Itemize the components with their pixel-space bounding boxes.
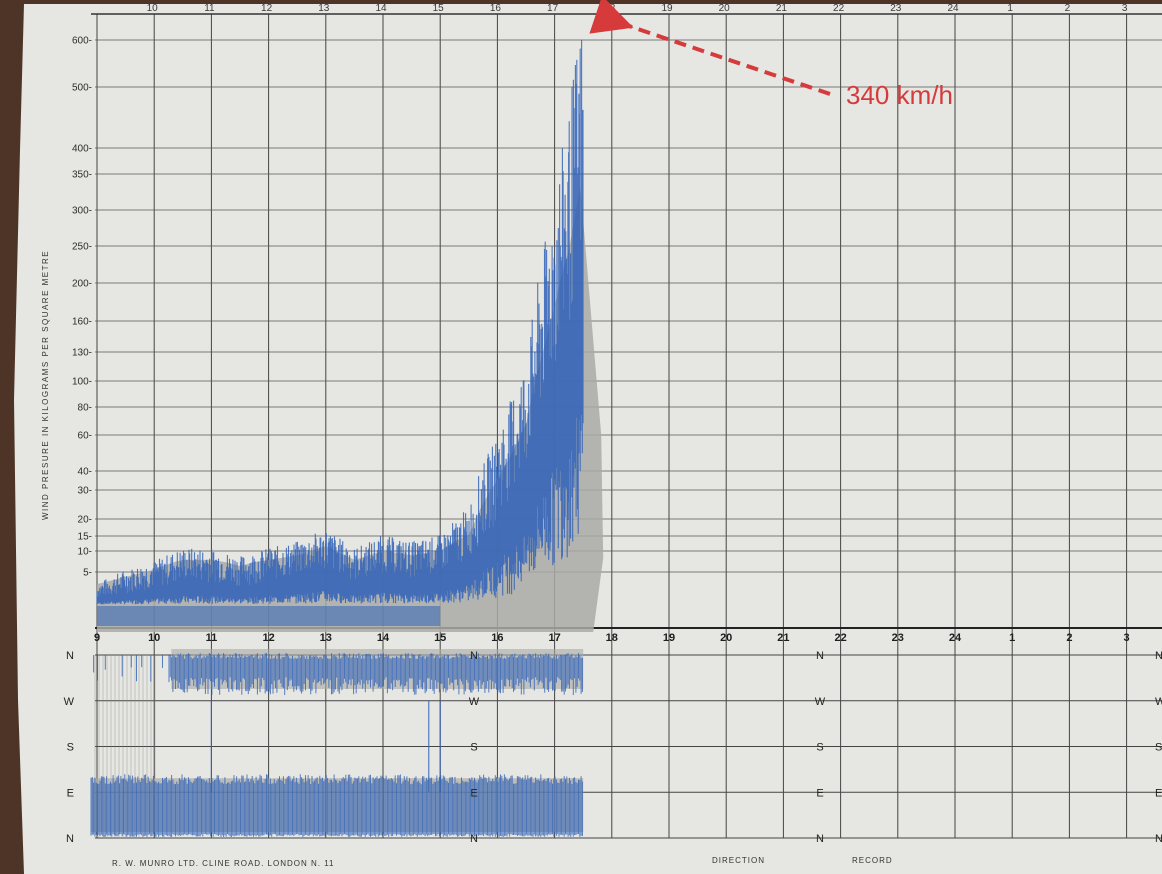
top-hour-label: 20 xyxy=(719,3,731,14)
trace-strokes xyxy=(96,40,584,605)
x-hour-label: 2 xyxy=(1066,632,1072,644)
x-hour-label: 20 xyxy=(720,632,732,644)
y-tick-label: 5- xyxy=(83,568,92,579)
grid-lines xyxy=(91,13,1162,839)
y-tick-label: 40- xyxy=(78,467,92,478)
x-hour-label: 17 xyxy=(548,632,560,644)
x-hour-label: 10 xyxy=(148,632,160,644)
top-hour-label: 2 xyxy=(1065,3,1071,14)
direction-label: S xyxy=(1155,742,1162,754)
top-hour-label: 11 xyxy=(204,3,215,14)
direction-label: E xyxy=(816,787,823,799)
x-hour-label: 11 xyxy=(206,632,218,644)
direction-label: N xyxy=(470,650,478,662)
direction-label: N xyxy=(470,833,478,845)
y-tick-label: 130- xyxy=(72,348,92,359)
top-hour-label: 19 xyxy=(661,3,673,14)
top-hour-label: 17 xyxy=(547,3,559,14)
x-hour-label: 24 xyxy=(949,632,962,644)
x-hour-label: 16 xyxy=(491,632,503,644)
top-hour-label: 10 xyxy=(147,3,159,14)
y-tick-label: 60- xyxy=(78,431,92,442)
top-hour-label: 23 xyxy=(890,3,902,14)
trace-base-fill xyxy=(97,606,441,626)
y-tick-label: 15- xyxy=(78,532,92,543)
x-hour-label: 19 xyxy=(663,632,675,644)
x-hour-label: 21 xyxy=(777,632,789,644)
x-hour-label: 12 xyxy=(262,632,274,644)
direction-strokes xyxy=(90,653,583,837)
top-hour-label: 13 xyxy=(318,3,330,14)
top-hour-label: 3 xyxy=(1122,3,1128,14)
footer-maker: R. W. MUNRO LTD. CLINE ROAD. LONDON N. 1… xyxy=(112,859,335,868)
y-tick-label: 300- xyxy=(72,206,92,217)
y-tick-label: 400- xyxy=(72,144,92,155)
direction-label: E xyxy=(470,787,477,799)
y-tick-label: 250- xyxy=(72,242,92,253)
direction-label: E xyxy=(67,787,74,799)
top-hour-label: 14 xyxy=(375,3,387,14)
y-tick-label: 30- xyxy=(78,486,92,497)
x-hour-label: 18 xyxy=(606,632,618,644)
x-hour-label: 1 xyxy=(1009,632,1015,644)
x-hour-label: 3 xyxy=(1124,632,1130,644)
direction-label: N xyxy=(1155,833,1162,845)
y-tick-label: 160- xyxy=(72,317,92,328)
direction-label: E xyxy=(1155,787,1162,799)
x-hour-label: 23 xyxy=(892,632,904,644)
pressure-trace xyxy=(96,40,604,633)
annotation-arrow xyxy=(589,0,831,96)
footer-direction: DIRECTION xyxy=(712,856,765,865)
direction-label: W xyxy=(469,696,480,708)
top-hour-label: 15 xyxy=(433,3,445,14)
y-tick-label: 600- xyxy=(72,36,92,47)
x-hour-label: 22 xyxy=(834,632,846,644)
footer-record: RECORD xyxy=(852,856,893,865)
top-hour-label: 21 xyxy=(776,3,788,14)
top-hour-label: 22 xyxy=(833,3,845,14)
direction-label: S xyxy=(470,742,477,754)
x-hour-label: 15 xyxy=(434,632,446,644)
top-hour-label: 12 xyxy=(261,3,273,14)
direction-label: S xyxy=(816,742,823,754)
top-hour-label: 24 xyxy=(947,3,959,14)
y-tick-label: 200- xyxy=(72,279,92,290)
y-tick-label: 10- xyxy=(78,547,92,558)
direction-label: W xyxy=(1155,696,1162,708)
y-tick-label: 500- xyxy=(72,83,92,94)
direction-label: N xyxy=(816,650,824,662)
direction-label: N xyxy=(66,833,74,845)
direction-label: W xyxy=(64,696,75,708)
direction-label: N xyxy=(1155,650,1162,662)
x-hour-label: 14 xyxy=(377,632,390,644)
top-hour-label: 1 xyxy=(1007,3,1013,14)
x-hour-label: 9 xyxy=(94,632,100,644)
y-tick-label: 80- xyxy=(78,403,92,414)
y-tick-label: 20- xyxy=(78,515,92,526)
direction-label: N xyxy=(816,833,824,845)
top-hour-label: 18 xyxy=(604,3,616,14)
y-tick-label: 100- xyxy=(72,377,92,388)
y-axis-label: WIND PRESURE IN KILOGRAMS PER SQUARE MET… xyxy=(41,250,50,520)
direction-label: N xyxy=(66,650,74,662)
top-hour-label: 16 xyxy=(490,3,502,14)
direction-label: W xyxy=(815,696,826,708)
x-hour-label: 13 xyxy=(320,632,332,644)
y-tick-label: 350- xyxy=(72,170,92,181)
direction-label: S xyxy=(67,742,74,754)
direction-trace xyxy=(90,649,584,837)
annotation-label: 340 km/h xyxy=(846,80,953,110)
